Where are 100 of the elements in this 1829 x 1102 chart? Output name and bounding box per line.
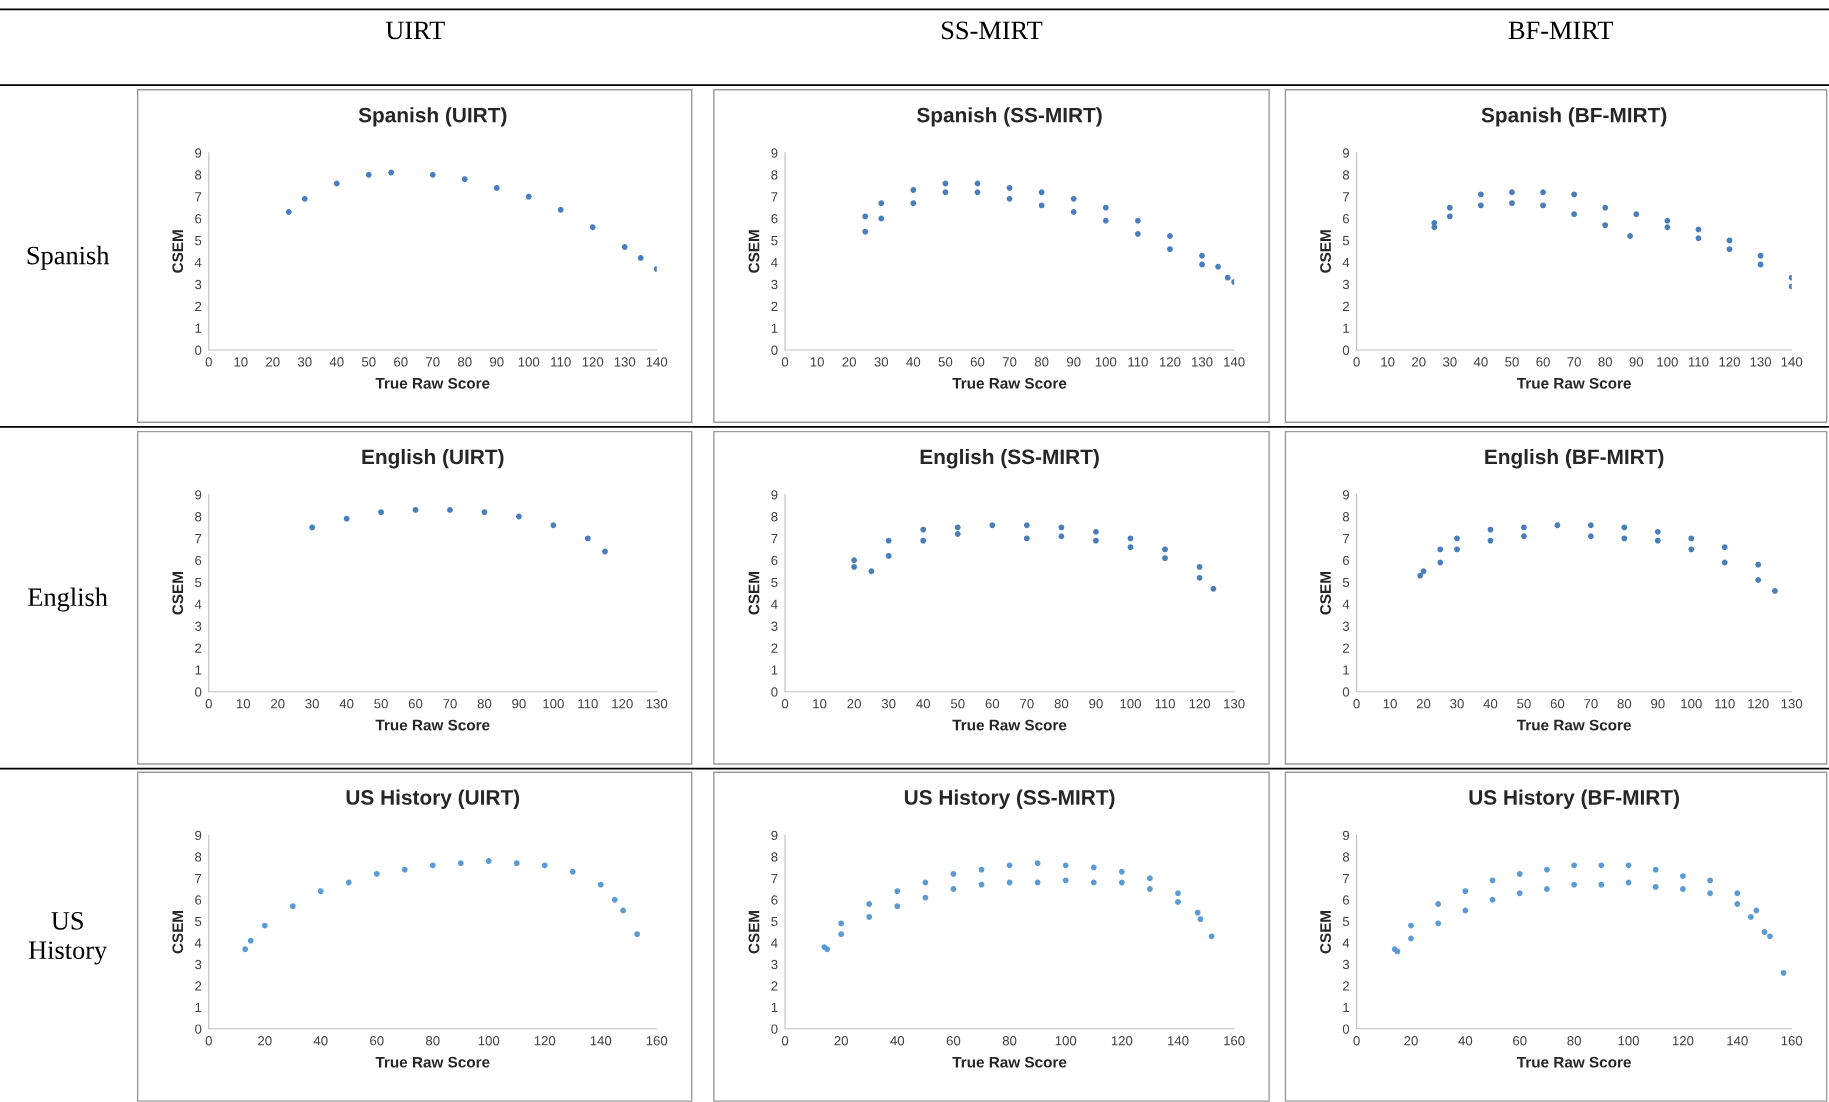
x-tick-label: 40 [1458,1036,1473,1046]
y-tick-label: 0 [1342,1024,1350,1034]
point [345,879,352,886]
x-tick-label: 120 [1159,357,1181,367]
y-tick-label: 4 [1342,938,1350,948]
x-tick-label: 10 [810,357,824,367]
text: SS-MIRT [941,21,1043,40]
point [1516,890,1523,897]
point [1544,886,1550,892]
point [866,901,873,907]
point [1127,544,1134,551]
x-tick-label: 20 [847,699,861,709]
point [1654,537,1661,544]
x-tick-label: 70 [443,699,457,709]
x-tick-label: 130 [646,699,668,709]
point [602,548,608,555]
x-tick-label: 20 [834,1036,848,1046]
y-tick-label: 3 [1342,279,1350,290]
point [1707,877,1714,884]
point [247,937,254,944]
point [1780,969,1787,976]
x-axis-title: True Raw Score [952,719,1067,731]
point [1435,901,1442,907]
y-tick-label: 1 [771,1003,778,1013]
y-tick-label: 2 [1342,981,1349,991]
point [1554,522,1561,529]
x-tick-label: 120 [534,1036,556,1046]
point [1038,189,1045,196]
point [569,868,576,875]
point [1766,933,1773,940]
point [1023,522,1030,529]
y-tick-label: 2 [1342,301,1349,311]
point [1175,898,1181,905]
point [954,531,961,537]
y-axis-title: CSEM [1320,230,1331,273]
x-tick-label: 80 [425,1036,440,1046]
y-tick-label: 7 [195,192,202,202]
x-tick-label: 60 [1536,357,1550,367]
point [412,506,419,513]
point [1199,261,1205,268]
y-tick-label: 5 [771,916,778,927]
point [515,513,522,520]
x-tick-label: 10 [1383,699,1397,709]
point [1446,204,1453,211]
point [978,866,985,873]
point [1602,204,1609,211]
x-tick-label: 30 [305,699,319,709]
point [920,526,927,533]
point [1587,522,1594,529]
point [1540,202,1546,209]
point [1726,237,1733,244]
x-tick-label: 80 [1002,1036,1017,1046]
point [950,870,957,877]
point [1118,868,1125,875]
point [634,931,641,938]
x-tick-label: 90 [512,699,526,709]
point [1598,881,1605,888]
x-axis-title: True Raw Score [1516,377,1631,389]
y-tick-label: 1 [1343,1003,1349,1013]
x-tick-label: 10 [1381,357,1395,367]
y-tick-label: 6 [1342,214,1350,224]
point [242,946,249,953]
point [1034,879,1041,886]
chart-title: US History (BF-MIRT) [1469,789,1679,809]
point [862,228,869,235]
point [1118,879,1125,886]
point [1516,870,1523,877]
x-axis-title: True Raw Score [1516,1056,1631,1068]
x-tick-label: 160 [646,1036,668,1046]
y-tick-label: 8 [771,512,778,522]
point [942,189,949,196]
x-tick-label: 70 [1020,699,1034,709]
point [1598,862,1605,869]
point [1652,883,1659,890]
x-tick-label: 80 [1054,699,1069,709]
x-tick-label: 100 [1120,699,1141,709]
point [289,903,296,910]
y-tick-label: 8 [195,512,202,522]
point [1571,211,1578,218]
point [584,535,591,542]
point [1688,546,1695,553]
x-tick-label: 40 [1473,357,1488,367]
point [309,524,316,531]
y-axis-title: CSEM [1320,910,1331,954]
point [1571,862,1578,869]
x-tick-label: 30 [1450,699,1464,709]
x-tick-label: 80 [1598,357,1613,367]
point [1196,574,1203,581]
point [894,903,901,910]
x-tick-label: 130 [1192,357,1213,367]
x-tick-label: 10 [236,699,251,709]
y-tick-label: 8 [771,852,778,862]
x-tick-label: 0 [1353,357,1360,367]
point [1454,546,1460,553]
point [1058,533,1065,540]
y-tick-label: 7 [195,534,202,544]
point [922,894,929,901]
point [365,171,372,178]
y-tick-label: 9 [1342,830,1350,841]
y-tick-label: 3 [771,959,778,970]
